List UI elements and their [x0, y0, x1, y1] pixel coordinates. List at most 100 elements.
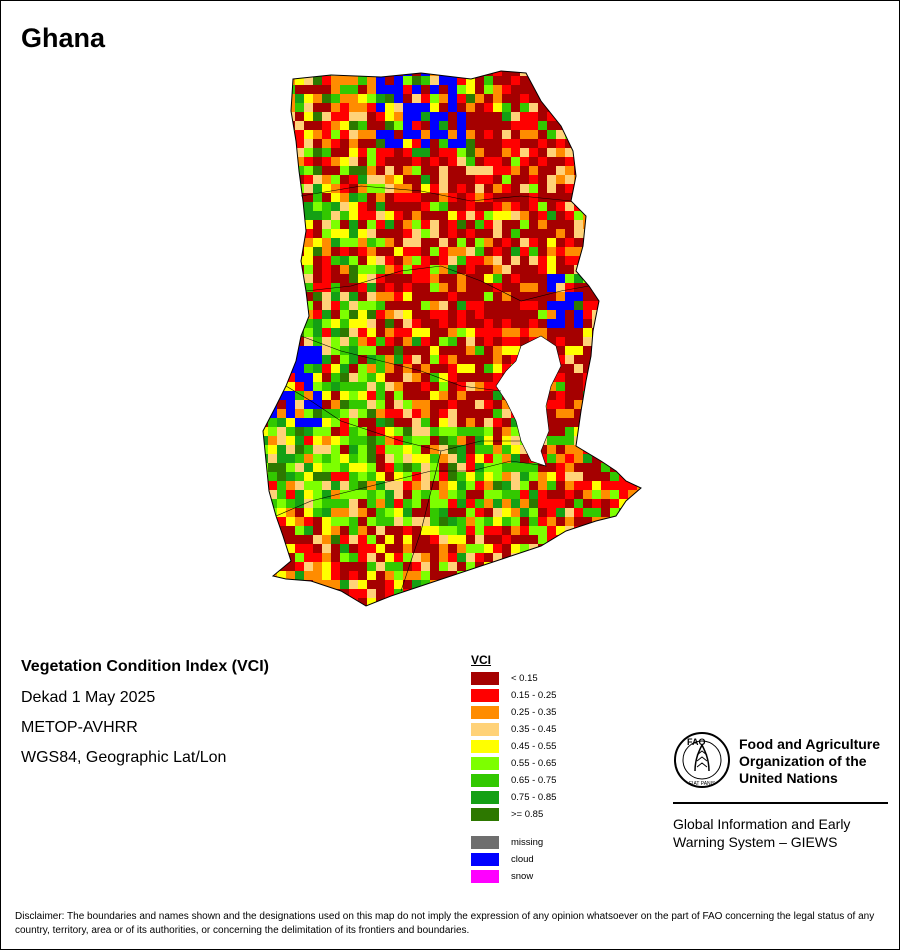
raster-cell: [430, 508, 440, 518]
raster-cell: [529, 193, 539, 203]
raster-cell: [457, 562, 467, 572]
raster-cell: [403, 157, 413, 167]
raster-cell: [376, 274, 386, 284]
raster-cell: [349, 499, 359, 509]
raster-cell: [277, 274, 287, 284]
raster-cell: [394, 400, 404, 410]
raster-cell: [484, 472, 494, 482]
raster-cell: [394, 427, 404, 437]
raster-cell: [367, 130, 377, 140]
raster-cell: [646, 157, 656, 167]
raster-cell: [421, 85, 431, 95]
raster-cell: [277, 229, 287, 239]
raster-cell: [340, 229, 350, 239]
raster-cell: [619, 337, 629, 347]
raster-cell: [358, 337, 368, 347]
raster-cell: [331, 454, 341, 464]
raster-cell: [610, 409, 620, 419]
raster-cell: [394, 607, 404, 617]
raster-cell: [556, 148, 566, 158]
raster-cell: [529, 202, 539, 212]
raster-cell: [574, 121, 584, 131]
raster-cell: [385, 436, 395, 446]
raster-cell: [322, 274, 332, 284]
raster-cell: [421, 157, 431, 167]
raster-cell: [493, 535, 503, 545]
raster-cell: [637, 463, 641, 473]
raster-cell: [295, 598, 305, 606]
raster-cell: [322, 400, 332, 410]
raster-cell: [268, 481, 278, 491]
raster-cell: [502, 76, 512, 86]
raster-cell: [331, 517, 341, 527]
raster-cell: [313, 71, 323, 77]
raster-cell: [457, 157, 467, 167]
raster-cell: [466, 436, 476, 446]
raster-cell: [574, 85, 584, 95]
raster-cell: [529, 184, 539, 194]
raster-cell: [277, 436, 287, 446]
raster-cell: [583, 283, 593, 293]
raster-cell: [529, 292, 539, 302]
raster-cell: [520, 481, 530, 491]
raster-cell: [565, 535, 575, 545]
raster-cell: [313, 337, 323, 347]
raster-cell: [556, 130, 566, 140]
raster-cell: [475, 166, 485, 176]
raster-cell: [502, 310, 512, 320]
raster-cell: [286, 373, 296, 383]
raster-cell: [493, 607, 503, 617]
raster-cell: [394, 445, 404, 455]
raster-cell: [421, 211, 431, 221]
fao-name: Food and Agriculture Organization of the…: [739, 736, 899, 787]
raster-cell: [475, 364, 485, 374]
raster-cell: [394, 454, 404, 464]
raster-cell: [457, 175, 467, 185]
raster-cell: [556, 436, 566, 446]
raster-cell: [448, 175, 458, 185]
raster-cell: [376, 247, 386, 257]
raster-cell: [565, 211, 575, 221]
raster-cell: [439, 112, 449, 122]
raster-cell: [601, 148, 611, 158]
raster-cell: [466, 85, 476, 95]
raster-cell: [403, 481, 413, 491]
raster-cell: [484, 598, 494, 606]
legend-label: 0.45 - 0.55: [511, 741, 557, 752]
raster-cell: [313, 157, 323, 167]
raster-cell: [295, 445, 305, 455]
raster-cell: [277, 499, 287, 509]
legend-swatch: [471, 870, 499, 883]
raster-cell: [457, 391, 467, 401]
raster-cell: [268, 535, 278, 545]
raster-cell: [349, 256, 359, 266]
raster-cell: [502, 454, 512, 464]
raster-cell: [538, 193, 548, 203]
raster-cell: [313, 481, 323, 491]
raster-cell: [520, 571, 530, 581]
raster-cell: [403, 184, 413, 194]
raster-cell: [439, 418, 449, 428]
raster-cell: [304, 562, 314, 572]
raster-cell: [583, 166, 593, 176]
raster-cell: [394, 184, 404, 194]
raster-cell: [439, 157, 449, 167]
raster-cell: [466, 256, 476, 266]
raster-cell: [466, 229, 476, 239]
raster-cell: [502, 121, 512, 131]
raster-cell: [295, 427, 305, 437]
raster-cell: [367, 184, 377, 194]
raster-cell: [385, 454, 395, 464]
legend-label: cloud: [511, 854, 534, 865]
raster-cell: [403, 85, 413, 95]
raster-cell: [565, 301, 575, 311]
raster-cell: [511, 112, 521, 122]
raster-cell: [484, 103, 494, 113]
raster-cell: [385, 256, 395, 266]
raster-cell: [358, 499, 368, 509]
raster-cell: [592, 85, 602, 95]
raster-cell: [475, 193, 485, 203]
raster-cell: [547, 220, 557, 230]
raster-cell: [421, 274, 431, 284]
raster-cell: [493, 184, 503, 194]
